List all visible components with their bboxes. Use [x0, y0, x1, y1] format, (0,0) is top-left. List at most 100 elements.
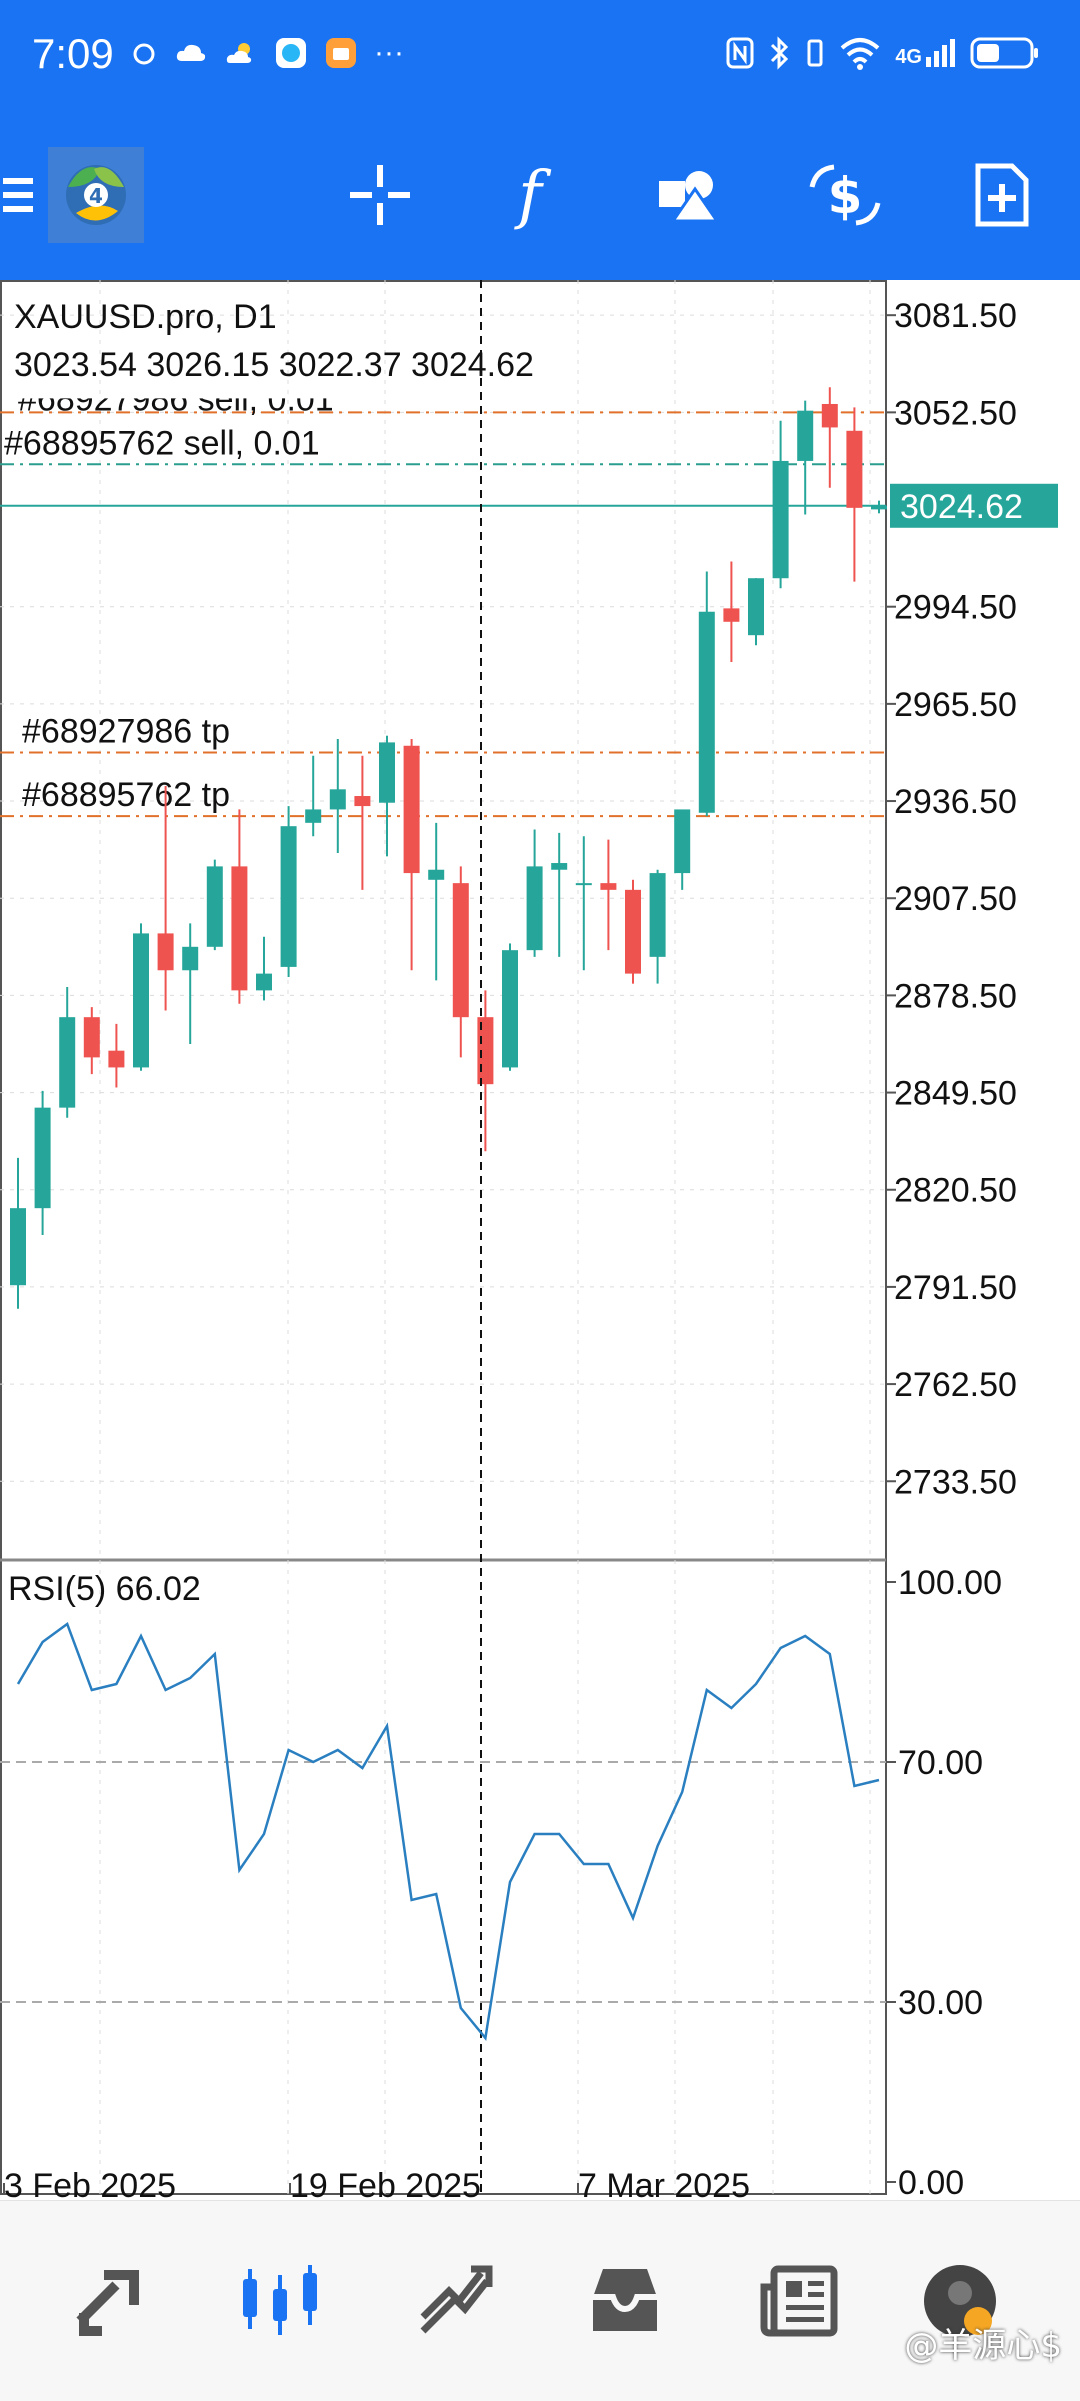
- cloud-icon: [176, 44, 206, 61]
- date-axis-label: 7 Mar 2025: [578, 2167, 750, 2200]
- history-icon: [593, 2269, 657, 2331]
- battery-icon: [970, 37, 1038, 69]
- candle-body: [256, 973, 272, 991]
- price-axis-label: 2791.50: [894, 1269, 1017, 1307]
- candle-body: [59, 1017, 76, 1108]
- chart-ohlc: 3023.54 3026.15 3022.37 3024.62: [14, 346, 534, 384]
- candle-body: [871, 505, 887, 510]
- candle-body: [477, 1017, 494, 1085]
- nav-history[interactable]: [555, 2201, 695, 2401]
- objects-button[interactable]: [640, 110, 740, 280]
- candle-body: [305, 809, 322, 823]
- bluetooth-icon: [771, 36, 789, 70]
- metatrader-logo-icon: 4: [48, 147, 144, 243]
- candle-body: [502, 950, 518, 1068]
- order-label: #68927986 sell, 0.01: [18, 380, 334, 418]
- signal-icon: [926, 39, 955, 67]
- hamburger-menu-icon: [3, 178, 33, 212]
- menu-button[interactable]: [0, 110, 40, 280]
- candle-body: [649, 873, 666, 957]
- candle-body: [329, 789, 346, 810]
- candle-body: [280, 826, 297, 967]
- crosshair-button[interactable]: [330, 110, 430, 280]
- new-order-button[interactable]: [952, 110, 1052, 280]
- candle-body: [797, 410, 814, 461]
- trade-icon: [420, 2265, 493, 2334]
- candle-body: [231, 866, 248, 991]
- wifi-icon: [840, 38, 880, 70]
- network-type: 4G: [895, 37, 956, 69]
- nav-trade[interactable]: [385, 2201, 525, 2401]
- candle-body: [157, 933, 174, 971]
- system-icons: 4G: [725, 36, 1040, 70]
- svg-text:4: 4: [89, 184, 103, 208]
- candle-body: [551, 863, 568, 870]
- nav-chart[interactable]: [210, 2201, 350, 2401]
- candle-body: [674, 809, 691, 874]
- rsi-line: [16, 1622, 880, 2041]
- nav-profile[interactable]: [890, 2201, 1030, 2401]
- candle-body: [182, 946, 199, 971]
- nav-quotes[interactable]: [40, 2201, 180, 2401]
- document-plus-icon: [975, 163, 1029, 227]
- candle-body: [133, 933, 149, 1068]
- chart-area[interactable]: 3081.50 3052.50 2994.50 2965.50 2936.50 2907.…: [0, 280, 1080, 2205]
- candle-body: [206, 866, 223, 947]
- date-axis-label: 3 Feb 2025: [4, 2167, 176, 2200]
- weibo-icon: [133, 43, 155, 65]
- indicators-button[interactable]: f: [480, 110, 580, 280]
- price-axis-label: 2733.50: [894, 1463, 1017, 1501]
- svg-text:f: f: [514, 160, 552, 230]
- price-axis-label: 2994.50: [894, 589, 1017, 627]
- candle-body: [452, 883, 469, 1018]
- candle-body: [748, 578, 764, 636]
- candle-body: [34, 1107, 51, 1209]
- vibrate-icon: [807, 39, 823, 67]
- price-axis-label: 2907.50: [894, 880, 1017, 918]
- watermark-text: @羊源心$: [904, 2326, 1062, 2366]
- trade-button[interactable]: $: [795, 110, 895, 280]
- quotes-icon: [76, 2270, 139, 2336]
- app-logo-button[interactable]: 4: [46, 110, 146, 280]
- chart-icon: [243, 2265, 317, 2335]
- candle-body: [821, 403, 838, 428]
- weather-icon: [226, 43, 252, 63]
- function-icon: f: [514, 160, 552, 230]
- shopping-icon: [326, 38, 356, 68]
- news-icon: [760, 2265, 838, 2337]
- order-label: #68895762 tp: [22, 776, 230, 814]
- notification-icons: ···: [130, 36, 404, 70]
- candle-body: [772, 460, 789, 579]
- rsi-label: RSI(5) 66.02: [8, 1570, 201, 1608]
- svg-text:$: $: [828, 167, 863, 225]
- price-axis-label: 2936.50: [894, 783, 1017, 821]
- bottom-navigation: @羊源心$: [0, 2200, 1080, 2401]
- browser-icon: [276, 38, 306, 68]
- current-price-label: 3024.62: [900, 488, 1023, 526]
- price-axis-label: 2762.50: [894, 1366, 1017, 1404]
- rsi-axis-label: 0.00: [898, 2164, 964, 2200]
- price-axis-label: 2820.50: [894, 1172, 1017, 1210]
- chart-toolbar: 4 f $: [0, 110, 1080, 280]
- rsi-axis-label: 30.00: [898, 1984, 983, 2022]
- candle-body: [600, 883, 617, 890]
- chart-frame: [0, 280, 887, 2195]
- more-notifications-icon: ···: [374, 36, 404, 69]
- rsi-axis-label: 100.00: [898, 1564, 1002, 1602]
- candle-body: [10, 1208, 26, 1286]
- candle-body: [698, 611, 715, 813]
- current-price-badge: [890, 483, 1058, 528]
- candle-body: [846, 430, 863, 508]
- candle-body: [108, 1050, 125, 1068]
- price-chart[interactable]: 3081.50 3052.50 2994.50 2965.50 2936.50 2907.…: [0, 280, 1080, 2205]
- order-label: #68895762 sell, 0.01: [4, 424, 320, 462]
- candle-body: [428, 869, 445, 880]
- candle-body: [379, 742, 395, 803]
- chart-symbol: XAUUSD.pro, D1: [14, 298, 277, 336]
- nav-news[interactable]: [730, 2201, 870, 2401]
- candle-body: [354, 796, 371, 807]
- date-axis-label: 19 Feb 2025: [290, 2167, 481, 2200]
- price-axis-label: 3052.50: [894, 394, 1017, 432]
- candle-body: [723, 608, 740, 622]
- candle-body: [625, 889, 641, 974]
